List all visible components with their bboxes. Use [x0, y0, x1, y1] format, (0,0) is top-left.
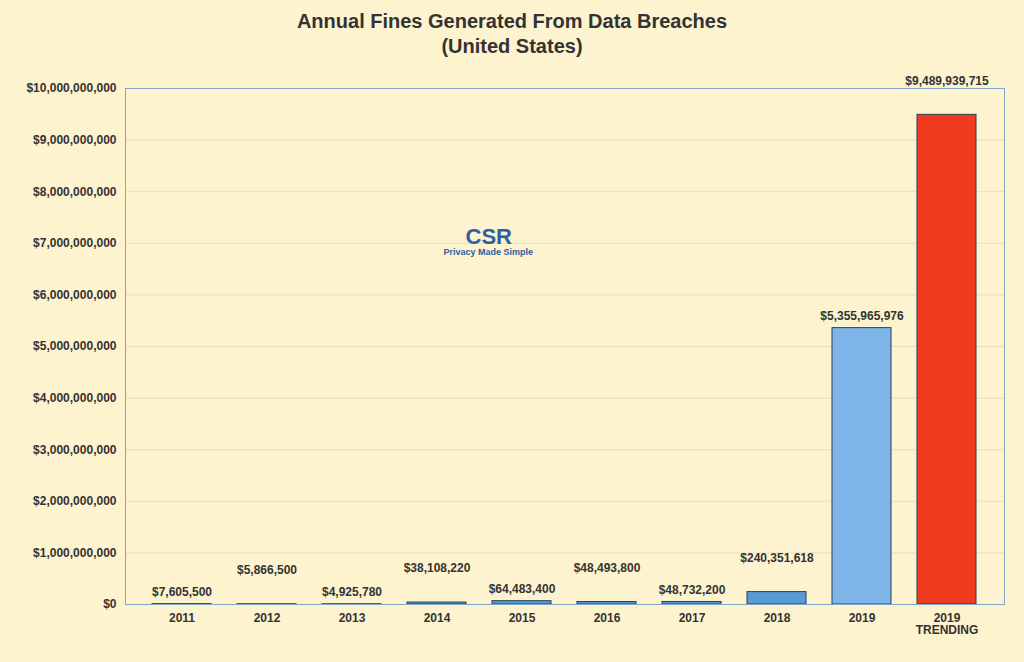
svg-text:$10,000,000,000: $10,000,000,000 — [26, 81, 116, 95]
html-text:Annual Fines Generated From Da: Annual Fines Generated From Data Breache… — [296, 10, 728, 32]
svg-text:$5,866,500: $5,866,500 — [237, 563, 297, 577]
svg-text:$3,000,000,000: $3,000,000,000 — [33, 443, 117, 457]
svg-text:CSR: CSR — [466, 224, 513, 249]
svg-text:2012: 2012 — [254, 611, 281, 625]
svg-text:$4,925,780: $4,925,780 — [322, 585, 382, 599]
svg-text:2015: 2015 — [509, 611, 536, 625]
svg-text:$4,000,000,000: $4,000,000,000 — [33, 391, 117, 405]
svg-text:$6,000,000,000: $6,000,000,000 — [33, 288, 117, 302]
html-text:(United States): (United States) — [441, 35, 583, 57]
svg-text:2019: 2019 — [849, 611, 876, 625]
svg-text:$5,355,965,976: $5,355,965,976 — [820, 309, 904, 323]
svg-text:2019TRENDING: 2019TRENDING — [916, 611, 979, 637]
svg-text:$48,493,800: $48,493,800 — [574, 561, 641, 575]
svg-text:$9,489,939,715: $9,489,939,715 — [905, 74, 989, 88]
svg-text:2018: 2018 — [764, 611, 791, 625]
svg-text:$5,000,000,000: $5,000,000,000 — [33, 339, 117, 353]
svg-text:$38,108,220: $38,108,220 — [404, 561, 471, 575]
svg-text:2011: 2011 — [169, 611, 195, 625]
svg-text:$48,732,200: $48,732,200 — [659, 583, 726, 597]
svg-text:2014: 2014 — [424, 611, 451, 625]
svg-text:$240,351,618: $240,351,618 — [740, 551, 814, 565]
svg-text:$0: $0 — [103, 597, 117, 611]
svg-text:$9,000,000,000: $9,000,000,000 — [33, 133, 117, 147]
svg-text:$8,000,000,000: $8,000,000,000 — [33, 185, 117, 199]
svg-text:$64,483,400: $64,483,400 — [489, 582, 556, 596]
svg-text:Privacy Made Simple: Privacy Made Simple — [444, 247, 534, 257]
svg-text:2016: 2016 — [594, 611, 621, 625]
svg-text:$7,000,000,000: $7,000,000,000 — [33, 236, 117, 250]
svg-text:$7,605,500: $7,605,500 — [152, 585, 212, 599]
svg-text:2017: 2017 — [679, 611, 706, 625]
svg-text:$2,000,000,000: $2,000,000,000 — [33, 494, 117, 508]
svg-text:2013: 2013 — [339, 611, 366, 625]
svg-text:$1,000,000,000: $1,000,000,000 — [33, 546, 117, 560]
